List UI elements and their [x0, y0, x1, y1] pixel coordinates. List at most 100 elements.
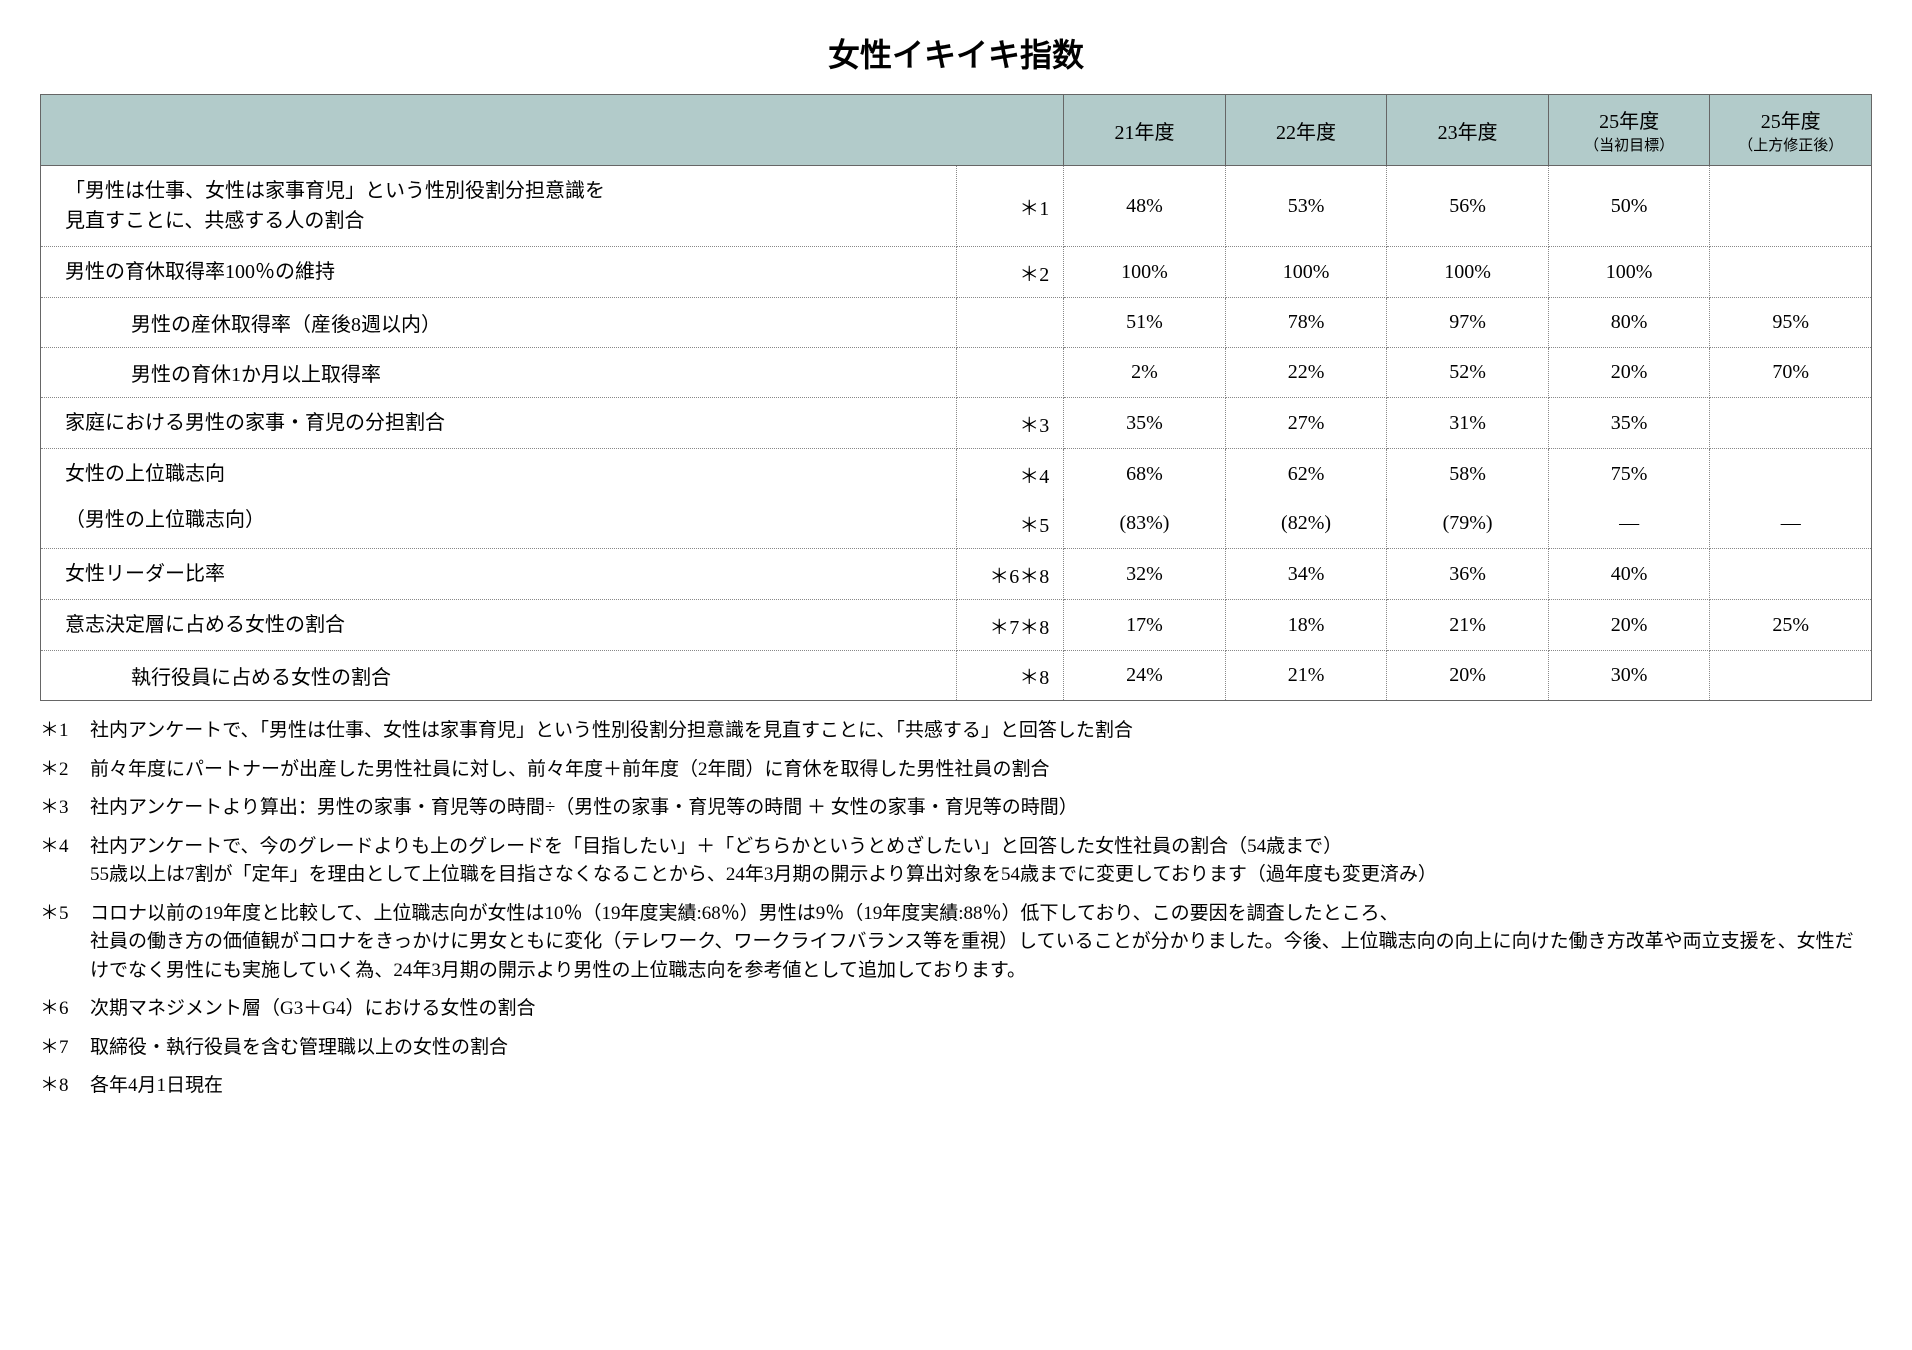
footnote-mark: ＊6: [40, 995, 90, 1024]
footnote-text: コロナ以前の19年度と比較して、上位職志向が女性は10％（19年度実績:68％）…: [90, 900, 1872, 986]
cell: 17%: [1064, 600, 1226, 651]
cell: 68%: [1064, 449, 1226, 500]
row-label-sub: 執行役員に占める女性の割合: [41, 651, 957, 701]
cell: 21%: [1225, 651, 1387, 701]
cell: 34%: [1225, 549, 1387, 600]
table-row: 意志決定層に占める女性の割合 ＊7＊8 17% 18% 21% 20% 25%: [41, 600, 1872, 651]
cell: 22%: [1225, 348, 1387, 398]
cell: 75%: [1548, 449, 1710, 500]
footnote-text: 前々年度にパートナーが出産した男性社員に対し、前々年度＋前年度（2年間）に育休を…: [90, 756, 1872, 785]
cell: 32%: [1064, 549, 1226, 600]
cell: 20%: [1548, 348, 1710, 398]
row-label: 女性リーダー比率: [41, 549, 957, 600]
cell: 97%: [1387, 298, 1549, 348]
footnote-text: 取締役・執行役員を含む管理職以上の女性の割合: [90, 1034, 1872, 1063]
row-label-sub: 男性の産休取得率（産後8週以内）: [41, 298, 957, 348]
cell: 62%: [1225, 449, 1387, 500]
cell: 100%: [1548, 247, 1710, 298]
header-fy22: 22年度: [1225, 95, 1387, 166]
cell: (83%): [1064, 499, 1226, 549]
cell: 100%: [1064, 247, 1226, 298]
row-note: ＊2: [956, 247, 1064, 298]
footnote: ＊5 コロナ以前の19年度と比較して、上位職志向が女性は10％（19年度実績:6…: [40, 900, 1872, 986]
footnote-text: 次期マネジメント層（G3＋G4）における女性の割合: [90, 995, 1872, 1024]
cell: 50%: [1548, 166, 1710, 247]
footnote-mark: ＊2: [40, 756, 90, 785]
table-row: 執行役員に占める女性の割合 ＊8 24% 21% 20% 30%: [41, 651, 1872, 701]
footnote-mark: ＊8: [40, 1072, 90, 1101]
cell: 30%: [1548, 651, 1710, 701]
cell: 70%: [1710, 348, 1872, 398]
row-note: [956, 348, 1064, 398]
row-note: ＊5: [956, 499, 1064, 549]
cell: [1710, 247, 1872, 298]
row-note: ＊8: [956, 651, 1064, 701]
row-label: 「男性は仕事、女性は家事育児」という性別役割分担意識を 見直すことに、共感する人…: [41, 166, 957, 247]
table-row: 女性リーダー比率 ＊6＊8 32% 34% 36% 40%: [41, 549, 1872, 600]
cell: 24%: [1064, 651, 1226, 701]
footnote: ＊6 次期マネジメント層（G3＋G4）における女性の割合: [40, 995, 1872, 1024]
header-fy25-revised: 25年度（上方修正後）: [1710, 95, 1872, 166]
table-row: 男性の育休取得率100％の維持 ＊2 100% 100% 100% 100%: [41, 247, 1872, 298]
row-label: （男性の上位職志向）: [41, 499, 957, 549]
page-title: 女性イキイキ指数: [40, 30, 1872, 76]
cell: 51%: [1064, 298, 1226, 348]
header-fy21: 21年度: [1064, 95, 1226, 166]
row-note: ＊4: [956, 449, 1064, 500]
cell: 35%: [1064, 398, 1226, 449]
cell: 53%: [1225, 166, 1387, 247]
table-header-row: 21年度 22年度 23年度 25年度（当初目標） 25年度（上方修正後）: [41, 95, 1872, 166]
cell: 48%: [1064, 166, 1226, 247]
footnote-mark: ＊7: [40, 1034, 90, 1063]
cell: 27%: [1225, 398, 1387, 449]
index-table: 21年度 22年度 23年度 25年度（当初目標） 25年度（上方修正後） 「男…: [40, 94, 1872, 701]
row-note: ＊1: [956, 166, 1064, 247]
cell: ―: [1710, 499, 1872, 549]
footnote-mark: ＊1: [40, 717, 90, 746]
header-fy25-original: 25年度（当初目標）: [1548, 95, 1710, 166]
cell: [1710, 549, 1872, 600]
table-row: 「男性は仕事、女性は家事育児」という性別役割分担意識を 見直すことに、共感する人…: [41, 166, 1872, 247]
cell: 58%: [1387, 449, 1549, 500]
table-row: 男性の産休取得率（産後8週以内） 51% 78% 97% 80% 95%: [41, 298, 1872, 348]
row-note: ＊6＊8: [956, 549, 1064, 600]
table-row: 女性の上位職志向 ＊4 68% 62% 58% 75%: [41, 449, 1872, 500]
cell: 25%: [1710, 600, 1872, 651]
cell: 52%: [1387, 348, 1549, 398]
cell: 56%: [1387, 166, 1549, 247]
cell: 35%: [1548, 398, 1710, 449]
cell: 20%: [1548, 600, 1710, 651]
footnote-mark: ＊5: [40, 900, 90, 986]
footnote: ＊7 取締役・執行役員を含む管理職以上の女性の割合: [40, 1034, 1872, 1063]
footnote: ＊4 社内アンケートで、今のグレードよりも上のグレードを「目指したい」＋「どちら…: [40, 833, 1872, 890]
footnote-text: 社内アンケートより算出：男性の家事・育児等の時間÷（男性の家事・育児等の時間 ＋…: [90, 794, 1872, 823]
cell: 78%: [1225, 298, 1387, 348]
cell: 100%: [1225, 247, 1387, 298]
cell: 100%: [1387, 247, 1549, 298]
row-label: 家庭における男性の家事・育児の分担割合: [41, 398, 957, 449]
footnote-mark: ＊3: [40, 794, 90, 823]
cell: [1710, 449, 1872, 500]
cell: 80%: [1548, 298, 1710, 348]
footnote-text: 各年4月1日現在: [90, 1072, 1872, 1101]
cell: 18%: [1225, 600, 1387, 651]
footnote: ＊1 社内アンケートで、「男性は仕事、女性は家事育児」という性別役割分担意識を見…: [40, 717, 1872, 746]
footnote-mark: ＊4: [40, 833, 90, 890]
cell: 20%: [1387, 651, 1549, 701]
header-blank: [41, 95, 1064, 166]
row-label: 男性の育休取得率100％の維持: [41, 247, 957, 298]
header-fy23: 23年度: [1387, 95, 1549, 166]
cell: 31%: [1387, 398, 1549, 449]
footnote: ＊8 各年4月1日現在: [40, 1072, 1872, 1101]
cell: [1710, 166, 1872, 247]
cell: 40%: [1548, 549, 1710, 600]
footnote: ＊2 前々年度にパートナーが出産した男性社員に対し、前々年度＋前年度（2年間）に…: [40, 756, 1872, 785]
cell: [1710, 398, 1872, 449]
row-note: ＊7＊8: [956, 600, 1064, 651]
cell: [1710, 651, 1872, 701]
row-note: ＊3: [956, 398, 1064, 449]
footnote-text: 社内アンケートで、「男性は仕事、女性は家事育児」という性別役割分担意識を見直すこ…: [90, 717, 1872, 746]
cell: 2%: [1064, 348, 1226, 398]
row-note: [956, 298, 1064, 348]
table-row: 男性の育休1か月以上取得率 2% 22% 52% 20% 70%: [41, 348, 1872, 398]
